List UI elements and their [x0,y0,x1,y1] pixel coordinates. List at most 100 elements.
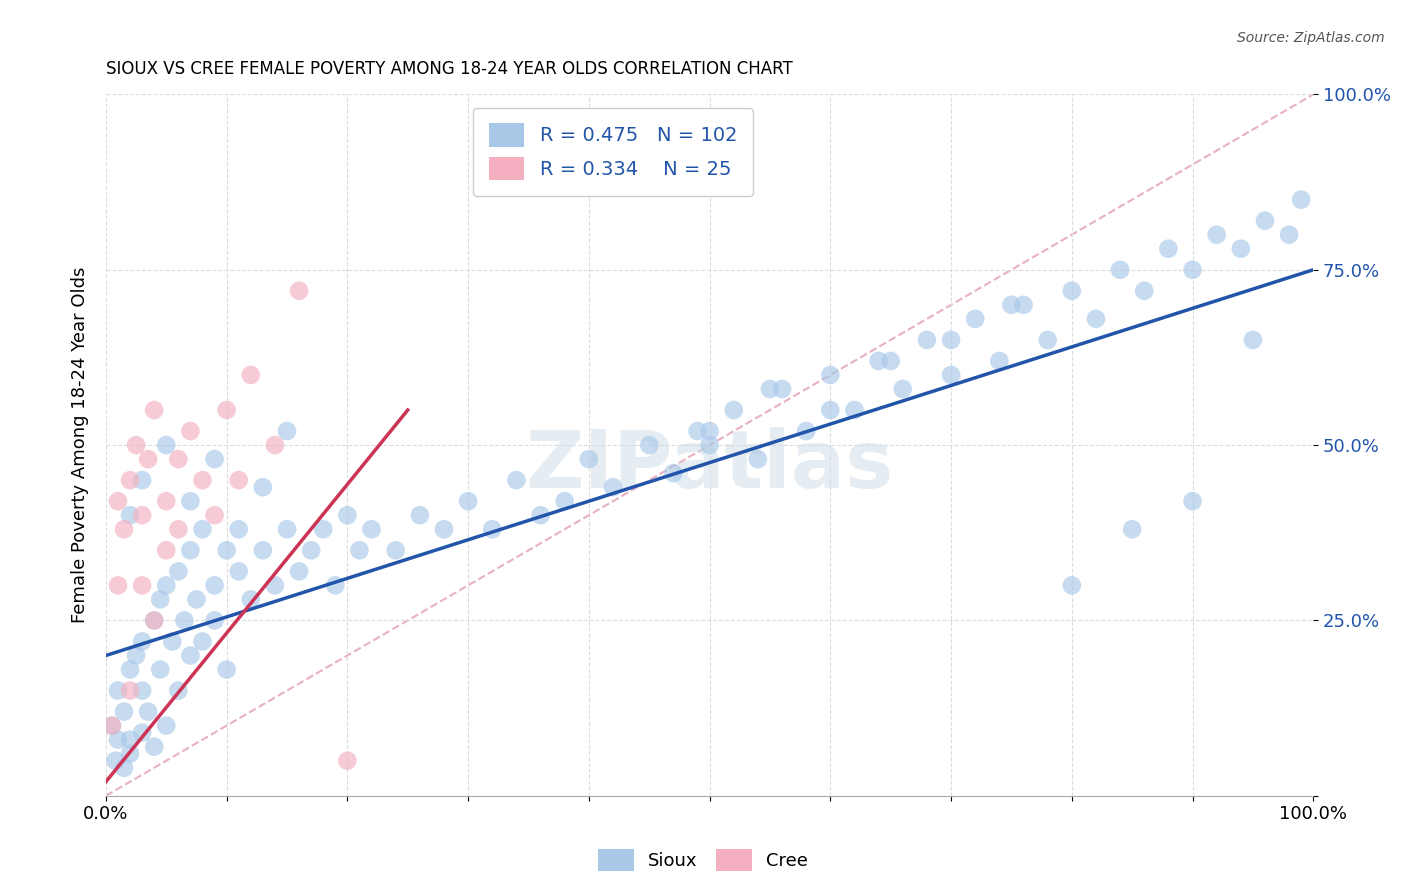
Point [723,403,745,417]
Point [252,480,274,494]
Point [239,592,262,607]
Point [554,494,576,508]
Point [162,634,184,648]
Point [1157,242,1180,256]
Point [155,543,177,558]
Point [879,354,901,368]
Point [1012,298,1035,312]
Point [131,683,153,698]
Point [131,725,153,739]
Point [186,592,208,607]
Point [699,424,721,438]
Point [252,543,274,558]
Point [915,333,938,347]
Point [820,403,842,417]
Text: SIOUX VS CREE FEMALE POVERTY AMONG 18-24 YEAR OLDS CORRELATION CHART: SIOUX VS CREE FEMALE POVERTY AMONG 18-24… [105,60,793,78]
Point [939,333,962,347]
Point [118,747,141,761]
Point [101,718,124,732]
Point [1205,227,1227,242]
Point [131,473,153,487]
Point [179,494,201,508]
Point [1230,242,1253,256]
Point [167,565,190,579]
Point [264,438,287,452]
Point [191,522,214,536]
Point [1289,193,1312,207]
Point [1000,298,1022,312]
Point [1241,333,1264,347]
Point [204,578,226,592]
Point [143,614,166,628]
Point [686,424,709,438]
Point [699,438,721,452]
Point [131,508,153,523]
Point [107,732,129,747]
Point [104,754,127,768]
Point [891,382,914,396]
Text: ZIPatlas: ZIPatlas [526,427,894,505]
Point [1060,578,1083,592]
Legend: R = 0.475   N = 102, R = 0.334    N = 25: R = 0.475 N = 102, R = 0.334 N = 25 [474,108,752,196]
Point [276,522,298,536]
Point [662,466,685,480]
Point [1060,284,1083,298]
Point [191,473,214,487]
Point [131,634,153,648]
Point [149,663,172,677]
Point [228,565,250,579]
Point [167,522,190,536]
Point [155,578,177,592]
Point [336,754,359,768]
Point [215,403,238,417]
Point [578,452,600,467]
Point [204,508,226,523]
Point [204,614,226,628]
Point [602,480,624,494]
Point [638,438,661,452]
Point [747,452,769,467]
Text: Source: ZipAtlas.com: Source: ZipAtlas.com [1237,31,1385,45]
Point [1036,333,1059,347]
Point [1278,227,1301,242]
Point [336,508,359,523]
Point [179,648,201,663]
Point [409,508,432,523]
Point [288,565,311,579]
Point [118,663,141,677]
Point [276,424,298,438]
Point [155,718,177,732]
Point [118,732,141,747]
Point [844,403,866,417]
Point [759,382,782,396]
Point [299,543,322,558]
Point [433,522,456,536]
Point [173,614,195,628]
Point [1181,262,1204,277]
Point [118,473,141,487]
Legend: Sioux, Cree: Sioux, Cree [591,842,815,879]
Point [136,452,159,467]
Point [131,578,153,592]
Point [794,424,817,438]
Point [264,578,287,592]
Point [965,311,987,326]
Point [1121,522,1143,536]
Point [384,543,406,558]
Point [155,494,177,508]
Point [1181,494,1204,508]
Point [312,522,335,536]
Point [149,592,172,607]
Point [118,683,141,698]
Point [107,683,129,698]
Point [1109,262,1132,277]
Point [112,705,135,719]
Point [167,452,190,467]
Point [1133,284,1156,298]
Point [457,494,479,508]
Point [505,473,527,487]
Point [179,424,201,438]
Point [939,368,962,382]
Point [820,368,842,382]
Y-axis label: Female Poverty Among 18-24 Year Olds: Female Poverty Among 18-24 Year Olds [72,267,89,624]
